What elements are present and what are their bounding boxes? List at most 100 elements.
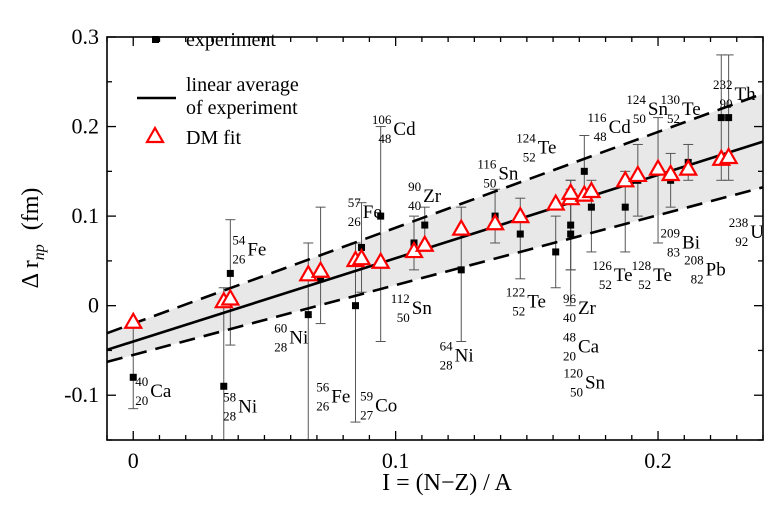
nucleus-mass: 120 <box>563 365 583 380</box>
experiment-point <box>220 382 228 390</box>
dm-fit-point <box>581 180 602 199</box>
dm-fit-point <box>451 218 472 236</box>
nucleus-mass: 96 <box>563 291 577 306</box>
dm-fit-point <box>485 213 505 231</box>
y-tick-label: -0.1 <box>64 382 99 407</box>
nucleus-label: 116 50 Sn <box>477 157 519 191</box>
nucleus-label: 126 52 Te <box>592 258 632 292</box>
x-axis-label: I = (N−Z) / A <box>382 470 512 496</box>
experiment-point <box>226 269 234 277</box>
experiment-point <box>129 373 137 381</box>
experiment-point <box>358 243 366 251</box>
nucleus-symbol: Fe <box>363 202 382 223</box>
dm-fit-point <box>370 251 391 269</box>
uncertainty-band-area <box>107 93 763 362</box>
experiment-point <box>351 302 359 310</box>
axis-ticks: 0 0.1 0.2 -0.1 0 0.1 0.2 0.3 <box>64 24 764 473</box>
nucleus-label: 238 92 U <box>729 215 765 249</box>
nucleus-symbol: Sn <box>412 298 433 319</box>
y-axis-label-symbol: Δ r <box>18 260 44 288</box>
nucleus-label: 54 26 Fe <box>232 233 266 267</box>
legend-marker-experiment <box>152 36 159 43</box>
nucleus-charge: 28 <box>274 339 287 354</box>
dm-fit-point <box>718 146 739 165</box>
nucleus-symbol: Sn <box>648 99 669 120</box>
nucleus-mass: 126 <box>592 258 612 273</box>
nucleus-charge: 26 <box>232 252 246 267</box>
nucleus-symbol: U <box>750 222 764 243</box>
nucleus-symbol: Te <box>538 138 557 159</box>
nucleus-symbol: Pb <box>706 259 726 280</box>
nucleus-symbol: Te <box>653 265 672 286</box>
y-axis-label: Δ rnp (fm) <box>18 188 48 289</box>
experiment-point <box>317 275 325 283</box>
nucleus-charge: 26 <box>348 214 362 229</box>
dm-fit-point <box>627 164 648 183</box>
nucleus-label: 232 90 Th <box>713 77 756 111</box>
x-tick-label: 0.2 <box>644 448 672 473</box>
plot-border <box>106 36 764 441</box>
dm-fit-point <box>123 311 144 329</box>
nucleus-mass: 124 <box>626 92 646 107</box>
y-tick-label: 0 <box>88 293 99 318</box>
nucleus-label: 112 50 Sn <box>391 291 433 325</box>
experiment-point <box>421 221 429 229</box>
y-tick-label: 0.3 <box>72 24 100 49</box>
nucleus-mass: 64 <box>440 338 454 353</box>
nucleus-symbol: Zr <box>423 186 442 207</box>
nucleus-symbol: Bi <box>682 233 700 254</box>
nucleus-symbol: Ni <box>455 345 474 366</box>
nucleus-mass: 232 <box>713 77 733 92</box>
nucleus-charge: 52 <box>599 277 612 292</box>
experiment-point <box>377 212 385 220</box>
dm-fit-point <box>510 205 531 224</box>
nucleus-charge: 52 <box>523 150 536 165</box>
experiment-point <box>552 248 560 256</box>
experiment-point <box>567 221 575 229</box>
dm-fit-point <box>648 158 668 176</box>
dm-fit-point <box>310 260 331 278</box>
nucleus-label: 116 48 Cd <box>588 110 632 144</box>
nucleus-charge: 27 <box>360 408 374 423</box>
nucleus-symbol: Zr <box>578 298 597 319</box>
plot-frame <box>106 36 764 441</box>
fit-lines <box>106 92 764 364</box>
nucleus-mass: 106 <box>372 112 392 127</box>
legend-marker-dm-fit <box>145 125 165 144</box>
upper-bound-line <box>106 92 764 335</box>
nucleus-charge: 40 <box>563 310 576 325</box>
nucleus-symbol: Cd <box>393 119 416 140</box>
dm-fit-points <box>123 146 739 329</box>
nucleus-charge: 83 <box>667 245 680 260</box>
nucleus-mass: 54 <box>232 233 246 248</box>
nucleus-mass: 238 <box>729 215 749 230</box>
nucleus-charge: 20 <box>135 393 148 408</box>
nucleus-charge: 90 <box>720 96 733 111</box>
nucleus-charge: 20 <box>563 348 576 363</box>
dm-fit-point <box>220 288 241 306</box>
nucleus-label: 64 28 Ni <box>440 338 474 372</box>
nucleus-mass: 40 <box>135 374 148 389</box>
nucleus-symbol: Te <box>614 265 633 286</box>
nucleus-symbol: Ni <box>238 396 257 417</box>
nucleus-mass: 112 <box>391 291 410 306</box>
nucleus-charge: 52 <box>667 111 680 126</box>
dm-fit-point <box>545 193 566 211</box>
nucleus-mass: 122 <box>506 285 526 300</box>
nucleus-mass: 90 <box>408 179 421 194</box>
nucleus-mass: 56 <box>316 380 330 395</box>
nucleus-mass: 208 <box>684 252 704 267</box>
nucleus-charge: 26 <box>316 399 330 414</box>
nucleus-mass: 130 <box>661 92 681 107</box>
dm-fit-point <box>615 170 636 188</box>
nucleus-symbol: Fe <box>247 240 266 261</box>
x-tick-label: 0 <box>128 448 139 473</box>
nucleus-label: 96 40 Zr <box>563 291 597 325</box>
nucleus-label: 59 27 Co <box>360 389 397 423</box>
x-tick-label: 0.1 <box>382 448 410 473</box>
nucleus-label: 130 52 Te <box>661 92 701 126</box>
nucleus-label: 40 20 Ca <box>135 374 172 408</box>
nucleus-symbol: Fe <box>331 387 350 408</box>
nucleus-mass: 209 <box>661 226 681 241</box>
